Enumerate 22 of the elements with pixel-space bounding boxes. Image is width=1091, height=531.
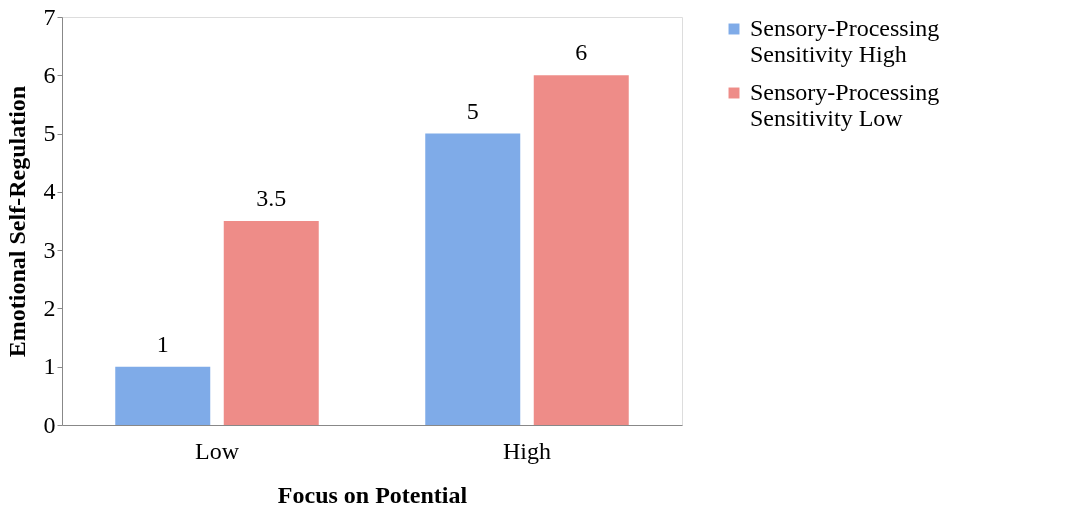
x-axis-title: Focus on Potential (277, 481, 468, 508)
data-label: 3.5 (256, 185, 287, 211)
bar (115, 366, 211, 425)
y-tick-label: 3 (43, 236, 56, 263)
x-tick-label: High (503, 437, 551, 464)
y-tick-label: 7 (43, 3, 56, 30)
data-label: 5 (466, 97, 479, 124)
x-tick-label: Low (195, 437, 240, 464)
data-label: 6 (575, 39, 588, 66)
bar (223, 221, 319, 425)
legend-label: Sensory-Processing Sensitivity High (750, 15, 940, 67)
y-tick-label: 2 (43, 294, 56, 321)
y-tick-label: 4 (43, 178, 56, 205)
y-tick-label: 5 (43, 120, 56, 147)
legend-label: Sensory-Processing Sensitivity Low (750, 79, 940, 131)
data-label: 1 (156, 330, 169, 357)
bar (425, 133, 521, 425)
y-axis-title: Emotional Self-Regulation (3, 85, 30, 358)
bar (533, 75, 629, 425)
y-tick-label: 0 (43, 411, 56, 438)
y-tick-label: 1 (43, 353, 56, 380)
y-tick-label: 6 (43, 61, 56, 88)
